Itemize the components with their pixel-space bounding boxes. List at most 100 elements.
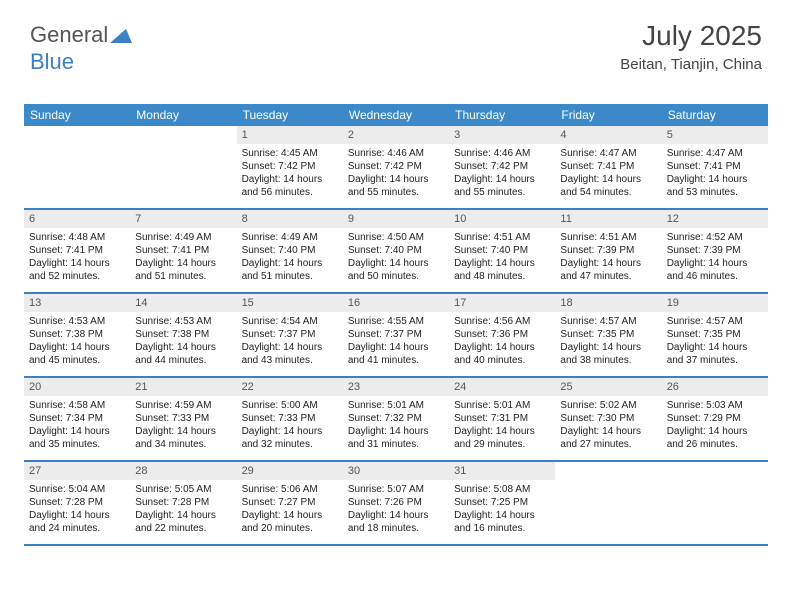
day-cell: 10Sunrise: 4:51 AMSunset: 7:40 PMDayligh… bbox=[449, 210, 555, 292]
day-number: 16 bbox=[343, 294, 449, 312]
day-cell: 11Sunrise: 4:51 AMSunset: 7:39 PMDayligh… bbox=[555, 210, 661, 292]
day-number: 3 bbox=[449, 126, 555, 144]
day-number: 22 bbox=[237, 378, 343, 396]
day-body: Sunrise: 5:01 AMSunset: 7:32 PMDaylight:… bbox=[343, 396, 449, 457]
sunset-line: Sunset: 7:39 PM bbox=[667, 244, 763, 257]
day-body: Sunrise: 4:46 AMSunset: 7:42 PMDaylight:… bbox=[449, 144, 555, 205]
sunrise-line: Sunrise: 4:52 AM bbox=[667, 231, 763, 244]
daylight-line: Daylight: 14 hours and 52 minutes. bbox=[29, 257, 125, 283]
dow-header-cell: Tuesday bbox=[237, 104, 343, 126]
day-number: 24 bbox=[449, 378, 555, 396]
week-row: 13Sunrise: 4:53 AMSunset: 7:38 PMDayligh… bbox=[24, 294, 768, 378]
day-cell: 22Sunrise: 5:00 AMSunset: 7:33 PMDayligh… bbox=[237, 378, 343, 460]
day-body: Sunrise: 4:47 AMSunset: 7:41 PMDaylight:… bbox=[555, 144, 661, 205]
dow-header-row: SundayMondayTuesdayWednesdayThursdayFrid… bbox=[24, 104, 768, 126]
daylight-line: Daylight: 14 hours and 38 minutes. bbox=[560, 341, 656, 367]
daylight-line: Daylight: 14 hours and 31 minutes. bbox=[348, 425, 444, 451]
daylight-line: Daylight: 14 hours and 34 minutes. bbox=[135, 425, 231, 451]
day-cell: 31Sunrise: 5:08 AMSunset: 7:25 PMDayligh… bbox=[449, 462, 555, 544]
daylight-line: Daylight: 14 hours and 41 minutes. bbox=[348, 341, 444, 367]
day-number: 29 bbox=[237, 462, 343, 480]
daylight-line: Daylight: 14 hours and 51 minutes. bbox=[242, 257, 338, 283]
sunrise-line: Sunrise: 5:07 AM bbox=[348, 483, 444, 496]
day-number: 15 bbox=[237, 294, 343, 312]
daylight-line: Daylight: 14 hours and 50 minutes. bbox=[348, 257, 444, 283]
day-cell: 5Sunrise: 4:47 AMSunset: 7:41 PMDaylight… bbox=[662, 126, 768, 208]
day-number: 5 bbox=[662, 126, 768, 144]
day-cell: 12Sunrise: 4:52 AMSunset: 7:39 PMDayligh… bbox=[662, 210, 768, 292]
day-cell: 6Sunrise: 4:48 AMSunset: 7:41 PMDaylight… bbox=[24, 210, 130, 292]
day-cell: 7Sunrise: 4:49 AMSunset: 7:41 PMDaylight… bbox=[130, 210, 236, 292]
day-cell bbox=[555, 462, 661, 544]
sunrise-line: Sunrise: 4:47 AM bbox=[560, 147, 656, 160]
sunset-line: Sunset: 7:30 PM bbox=[560, 412, 656, 425]
sunset-line: Sunset: 7:35 PM bbox=[560, 328, 656, 341]
dow-header-cell: Friday bbox=[555, 104, 661, 126]
sunrise-line: Sunrise: 4:56 AM bbox=[454, 315, 550, 328]
daylight-line: Daylight: 14 hours and 40 minutes. bbox=[454, 341, 550, 367]
sunset-line: Sunset: 7:33 PM bbox=[242, 412, 338, 425]
day-number: 1 bbox=[237, 126, 343, 144]
sunset-line: Sunset: 7:41 PM bbox=[29, 244, 125, 257]
sunset-line: Sunset: 7:36 PM bbox=[454, 328, 550, 341]
sunset-line: Sunset: 7:37 PM bbox=[242, 328, 338, 341]
day-number: 4 bbox=[555, 126, 661, 144]
header-right: July 2025 Beitan, Tianjin, China bbox=[620, 20, 762, 73]
day-cell: 4Sunrise: 4:47 AMSunset: 7:41 PMDaylight… bbox=[555, 126, 661, 208]
sunrise-line: Sunrise: 5:03 AM bbox=[667, 399, 763, 412]
day-number: 25 bbox=[555, 378, 661, 396]
day-number: 28 bbox=[130, 462, 236, 480]
day-cell: 18Sunrise: 4:57 AMSunset: 7:35 PMDayligh… bbox=[555, 294, 661, 376]
daylight-line: Daylight: 14 hours and 48 minutes. bbox=[454, 257, 550, 283]
day-body: Sunrise: 4:57 AMSunset: 7:35 PMDaylight:… bbox=[555, 312, 661, 373]
day-cell: 29Sunrise: 5:06 AMSunset: 7:27 PMDayligh… bbox=[237, 462, 343, 544]
day-body: Sunrise: 5:00 AMSunset: 7:33 PMDaylight:… bbox=[237, 396, 343, 457]
sunrise-line: Sunrise: 5:01 AM bbox=[348, 399, 444, 412]
sunset-line: Sunset: 7:42 PM bbox=[242, 160, 338, 173]
day-number: 27 bbox=[24, 462, 130, 480]
sunrise-line: Sunrise: 4:49 AM bbox=[242, 231, 338, 244]
day-cell: 15Sunrise: 4:54 AMSunset: 7:37 PMDayligh… bbox=[237, 294, 343, 376]
day-number: 26 bbox=[662, 378, 768, 396]
day-number: 10 bbox=[449, 210, 555, 228]
sunrise-line: Sunrise: 4:55 AM bbox=[348, 315, 444, 328]
day-body: Sunrise: 5:07 AMSunset: 7:26 PMDaylight:… bbox=[343, 480, 449, 541]
sunset-line: Sunset: 7:39 PM bbox=[560, 244, 656, 257]
sunset-line: Sunset: 7:27 PM bbox=[242, 496, 338, 509]
day-body: Sunrise: 4:57 AMSunset: 7:35 PMDaylight:… bbox=[662, 312, 768, 373]
day-body: Sunrise: 5:02 AMSunset: 7:30 PMDaylight:… bbox=[555, 396, 661, 457]
day-cell bbox=[662, 462, 768, 544]
day-body: Sunrise: 4:54 AMSunset: 7:37 PMDaylight:… bbox=[237, 312, 343, 373]
sunrise-line: Sunrise: 4:47 AM bbox=[667, 147, 763, 160]
logo-text-1: General bbox=[30, 22, 108, 47]
sunrise-line: Sunrise: 5:01 AM bbox=[454, 399, 550, 412]
daylight-line: Daylight: 14 hours and 53 minutes. bbox=[667, 173, 763, 199]
sunrise-line: Sunrise: 4:50 AM bbox=[348, 231, 444, 244]
daylight-line: Daylight: 14 hours and 32 minutes. bbox=[242, 425, 338, 451]
day-body: Sunrise: 5:03 AMSunset: 7:29 PMDaylight:… bbox=[662, 396, 768, 457]
daylight-line: Daylight: 14 hours and 37 minutes. bbox=[667, 341, 763, 367]
day-number: 17 bbox=[449, 294, 555, 312]
daylight-line: Daylight: 14 hours and 43 minutes. bbox=[242, 341, 338, 367]
day-cell bbox=[24, 126, 130, 208]
week-row: 1Sunrise: 4:45 AMSunset: 7:42 PMDaylight… bbox=[24, 126, 768, 210]
daylight-line: Daylight: 14 hours and 18 minutes. bbox=[348, 509, 444, 535]
sunset-line: Sunset: 7:28 PM bbox=[135, 496, 231, 509]
daylight-line: Daylight: 14 hours and 54 minutes. bbox=[560, 173, 656, 199]
logo-text-2: Blue bbox=[30, 49, 74, 74]
day-body: Sunrise: 5:04 AMSunset: 7:28 PMDaylight:… bbox=[24, 480, 130, 541]
daylight-line: Daylight: 14 hours and 46 minutes. bbox=[667, 257, 763, 283]
sunset-line: Sunset: 7:40 PM bbox=[242, 244, 338, 257]
day-body: Sunrise: 5:01 AMSunset: 7:31 PMDaylight:… bbox=[449, 396, 555, 457]
sunset-line: Sunset: 7:42 PM bbox=[348, 160, 444, 173]
daylight-line: Daylight: 14 hours and 20 minutes. bbox=[242, 509, 338, 535]
daylight-line: Daylight: 14 hours and 45 minutes. bbox=[29, 341, 125, 367]
sunset-line: Sunset: 7:35 PM bbox=[667, 328, 763, 341]
day-number: 30 bbox=[343, 462, 449, 480]
sunset-line: Sunset: 7:34 PM bbox=[29, 412, 125, 425]
day-body: Sunrise: 5:05 AMSunset: 7:28 PMDaylight:… bbox=[130, 480, 236, 541]
sunset-line: Sunset: 7:41 PM bbox=[135, 244, 231, 257]
day-number: 14 bbox=[130, 294, 236, 312]
sunrise-line: Sunrise: 4:57 AM bbox=[560, 315, 656, 328]
logo-triangle-icon bbox=[110, 23, 132, 49]
